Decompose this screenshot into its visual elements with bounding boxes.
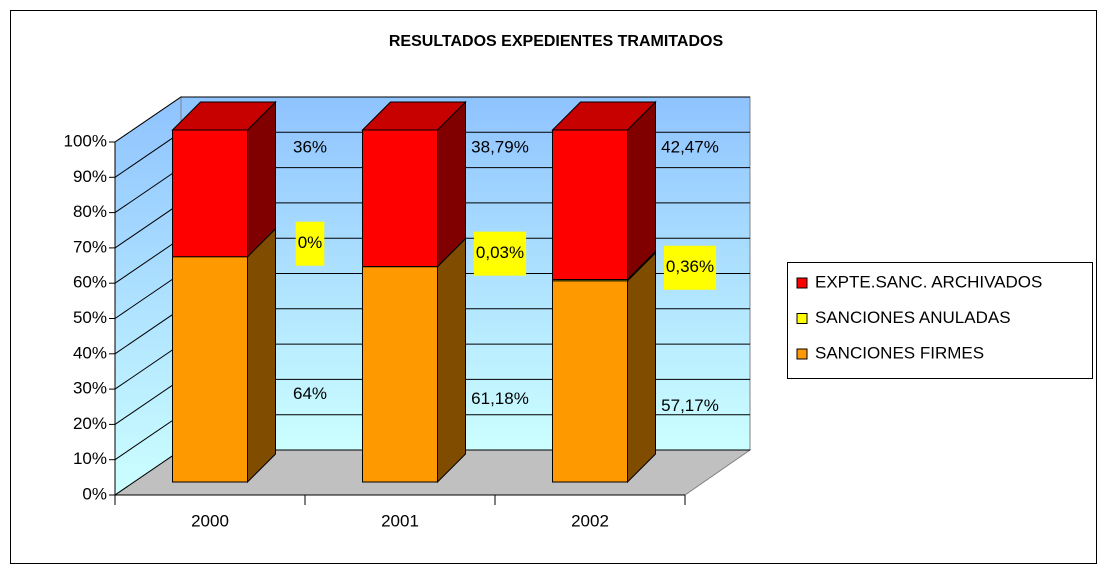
y-tick-label: 20% bbox=[73, 414, 107, 433]
bar-side bbox=[438, 239, 466, 482]
value-label: 0,36% bbox=[666, 257, 714, 276]
legend-label: EXPTE.SANC. ARCHIVADOS bbox=[815, 272, 1042, 291]
bar-segment bbox=[173, 257, 248, 482]
legend-label: SANCIONES FIRMES bbox=[815, 343, 984, 362]
y-tick-label: 10% bbox=[73, 449, 107, 468]
y-tick-label: 0% bbox=[82, 484, 107, 503]
bar-segment bbox=[553, 281, 628, 482]
x-tick-label: 2001 bbox=[381, 511, 419, 530]
value-label: 36% bbox=[293, 137, 327, 156]
y-tick-label: 90% bbox=[73, 167, 107, 186]
value-label: 0,03% bbox=[476, 243, 524, 262]
bar-segment bbox=[363, 130, 438, 267]
y-tick-label: 50% bbox=[73, 308, 107, 327]
value-label: 64% bbox=[293, 384, 327, 403]
y-tick-label: 30% bbox=[73, 379, 107, 398]
value-label: 38,79% bbox=[471, 137, 529, 156]
chart-title: RESULTADOS EXPEDIENTES TRAMITADOS bbox=[389, 33, 724, 50]
y-tick-label: 40% bbox=[73, 343, 107, 362]
bar-side bbox=[628, 102, 656, 279]
value-label: 57,17% bbox=[661, 396, 719, 415]
value-label: 0% bbox=[298, 233, 323, 252]
legend-swatch bbox=[797, 314, 807, 324]
y-tick-label: 70% bbox=[73, 237, 107, 256]
y-tick-label: 60% bbox=[73, 273, 107, 292]
legend-label: SANCIONES ANULADAS bbox=[815, 308, 1011, 327]
value-label: 42,47% bbox=[661, 137, 719, 156]
bar-segment bbox=[363, 267, 438, 482]
legend-swatch bbox=[797, 278, 807, 288]
bar-side bbox=[628, 253, 656, 482]
x-tick-label: 2000 bbox=[191, 511, 229, 530]
y-tick-label: 80% bbox=[73, 202, 107, 221]
bar-side bbox=[248, 229, 276, 482]
legend-swatch bbox=[797, 349, 807, 359]
x-tick-label: 2002 bbox=[571, 511, 609, 530]
bar-side bbox=[438, 102, 466, 267]
bar-segment bbox=[173, 130, 248, 257]
bar-segment bbox=[553, 130, 628, 279]
value-label: 61,18% bbox=[471, 389, 529, 408]
y-tick-label: 100% bbox=[64, 131, 107, 150]
